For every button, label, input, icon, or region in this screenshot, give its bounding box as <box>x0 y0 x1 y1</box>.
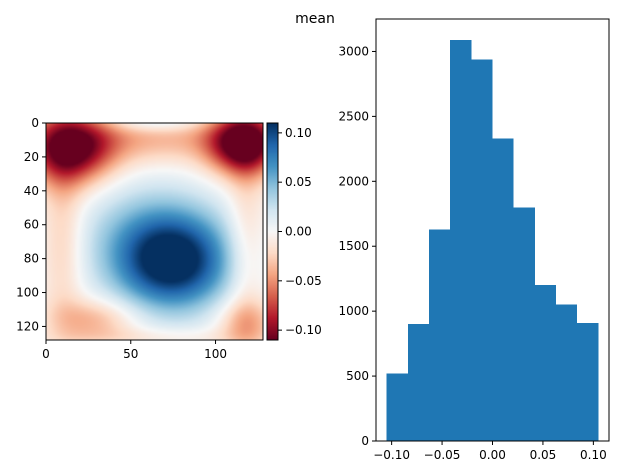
heatmap-x-axis: 0 50 100 <box>42 340 227 361</box>
histogram-y-axis: 0 500 1000 1500 2000 2500 3000 <box>338 44 376 448</box>
heatmap-y-tick-label: 40 <box>24 184 39 198</box>
histogram-bar <box>577 322 599 441</box>
heatmap-y-tick-label: 0 <box>31 116 39 130</box>
histogram-y-tick-label: 500 <box>346 369 369 383</box>
histogram-bar <box>556 304 578 441</box>
histogram-bar <box>471 59 493 441</box>
histogram-bar <box>386 373 408 441</box>
histogram-x-tick-label: −0.10 <box>373 448 410 462</box>
histogram-x-tick-label: 0.10 <box>580 448 607 462</box>
heatmap-y-axis: 0 20 40 60 80 100 120 <box>16 116 46 333</box>
histogram-bar <box>428 229 451 441</box>
colorbar: 0.10 0.05 0.00 −0.05 −0.10 <box>266 122 322 341</box>
heatmap-y-tick-label: 20 <box>24 150 39 164</box>
heatmap-image <box>46 123 263 340</box>
colorbar-tick-label: 0.05 <box>285 175 312 189</box>
colorbar-gradient <box>267 123 278 340</box>
histogram-y-tick-label: 2500 <box>338 109 369 123</box>
histogram-x-tick-label: −0.05 <box>424 448 461 462</box>
histogram-x-axis: −0.10 −0.05 0.00 0.05 0.10 <box>373 441 607 462</box>
heatmap-panel: 0 50 100 0 20 40 60 80 100 120 <box>16 116 264 361</box>
histogram-frame <box>375 18 610 442</box>
heatmap-y-tick-label: 100 <box>16 286 39 300</box>
heatmap-x-tick-label: 0 <box>42 347 50 361</box>
heatmap-x-tick-label: 100 <box>204 347 227 361</box>
histogram-panel: −0.10 −0.05 0.00 0.05 0.10 0 500 1000 1500 2000 2… <box>338 18 610 462</box>
heatmap-y-tick-label: 80 <box>24 252 39 266</box>
histogram-x-tick-label: 0.00 <box>479 448 506 462</box>
histogram-bar <box>492 138 514 441</box>
histogram-y-tick-label: 1500 <box>338 239 369 253</box>
histogram-y-tick-label: 3000 <box>338 44 369 58</box>
colorbar-tick-label: 0.10 <box>285 126 312 140</box>
figure-title: mean <box>295 11 335 27</box>
histogram-y-tick-label: 0 <box>361 434 369 448</box>
histogram-bar <box>407 324 429 441</box>
histogram-x-tick-label: 0.05 <box>530 448 557 462</box>
heatmap-x-tick-label: 50 <box>123 347 138 361</box>
histogram-bar <box>450 39 472 441</box>
heatmap-y-tick-label: 120 <box>16 319 39 333</box>
colorbar-tick-label: −0.10 <box>285 323 322 337</box>
histogram-bar <box>534 285 557 441</box>
histogram-bars <box>386 39 599 441</box>
histogram-y-tick-label: 1000 <box>338 304 369 318</box>
colorbar-tick-label: 0.00 <box>285 225 312 239</box>
histogram-bar <box>513 207 535 441</box>
colorbar-frame <box>266 122 279 341</box>
colorbar-tick-label: −0.05 <box>285 274 322 288</box>
heatmap-y-tick-label: 60 <box>24 218 39 232</box>
histogram-y-tick-label: 2000 <box>338 174 369 188</box>
colorbar-axis: 0.10 0.05 0.00 −0.05 −0.10 <box>278 126 322 337</box>
heatmap-frame <box>45 122 264 341</box>
